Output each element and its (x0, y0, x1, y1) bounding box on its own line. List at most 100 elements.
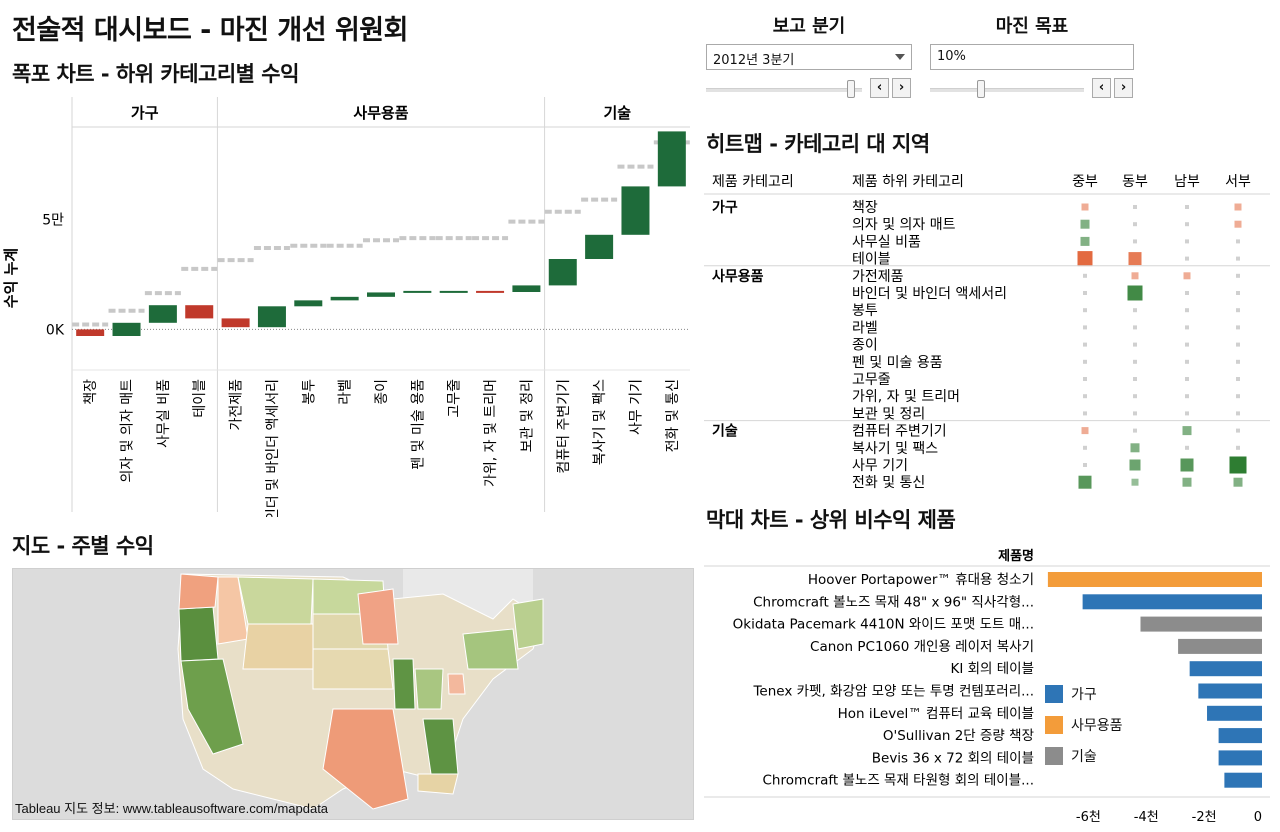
heatmap-cell (1081, 203, 1089, 211)
heatmap-cell (1236, 256, 1240, 261)
quarter-slider-track[interactable] (706, 88, 862, 92)
waterfall-group-label: 사무용품 (353, 104, 408, 122)
legend-swatch (1045, 685, 1063, 703)
heatmap-cell (1127, 285, 1143, 301)
heatmap-cell (1185, 291, 1189, 295)
heatmap-subcategory-label: 종이 (852, 338, 878, 354)
waterfall-bar (294, 300, 323, 307)
us-map-graphic (13, 569, 693, 819)
margin-label: 마진 목표 (995, 16, 1069, 37)
heatmap-cell (1133, 239, 1137, 244)
margin-slider-track[interactable] (930, 88, 1084, 92)
heatmap-cell (1083, 273, 1087, 278)
waterfall-bar (512, 285, 541, 292)
heatmap-cell (1236, 342, 1240, 347)
heatmap-subcategory-label: 의자 및 의자 매트 (852, 217, 956, 233)
topbars-bar (1207, 705, 1262, 721)
heatmap-cell (1133, 377, 1137, 381)
heatmap-header-category: 제품 카테고리 (712, 174, 794, 190)
heatmap-column-header: 중부 (1072, 174, 1098, 190)
state-profit-map[interactable]: Tableau 지도 정보: www.tableausoftware.com/m… (12, 568, 694, 820)
heatmap-category-label: 사무용품 (712, 269, 764, 285)
waterfall-category-label: 펜 및 미술 용품 (410, 379, 426, 470)
heatmap-subcategory-label: 복사기 및 팩스 (852, 441, 938, 457)
waterfall-category-label: 보관 및 정리 (519, 379, 535, 452)
waterfall-bar (621, 186, 650, 235)
heatmap-cell (1083, 325, 1087, 330)
margin-next-button[interactable]: › (1114, 78, 1133, 98)
legend-item[interactable]: 가구 (1045, 684, 1123, 704)
waterfall-category-label: 가전제품 (229, 379, 245, 431)
quarter-slider-thumb[interactable] (847, 80, 856, 98)
heatmap-cell (1083, 359, 1087, 364)
heatmap-cell (1080, 236, 1090, 246)
waterfall-category-label: 테이블 (192, 379, 208, 418)
heatmap-subcategory-label: 책장 (852, 200, 878, 216)
legend-item[interactable]: 기술 (1045, 746, 1123, 766)
heatmap-cell (1229, 456, 1247, 474)
heatmap-cell (1185, 222, 1189, 227)
topbars-bar (1198, 683, 1262, 699)
heatmap-cell (1236, 325, 1240, 330)
heatmap-cell (1185, 394, 1189, 399)
legend-label: 가구 (1071, 687, 1097, 703)
heatmap-cell (1185, 308, 1189, 313)
heatmap-cell (1185, 359, 1189, 364)
waterfall-category-label: 컴퓨터 주변기기 (556, 379, 572, 474)
margin-prev-button[interactable]: ‹ (1092, 78, 1111, 98)
heatmap-cell (1182, 426, 1192, 436)
margin-input[interactable]: 10% (930, 44, 1134, 70)
topbars-product-label: Hon iLevel™ 컴퓨터 교육 테이블 (838, 706, 1034, 722)
heatmap-cell (1233, 477, 1243, 487)
heatmap-cell (1182, 477, 1192, 487)
heatmap-cell (1185, 239, 1189, 244)
heatmap-subcategory-label: 컴퓨터 주변기기 (852, 424, 947, 440)
quarter-next-button[interactable]: › (892, 78, 911, 98)
legend-label: 사무용품 (1071, 718, 1123, 734)
topbars-product-label: Hoover Portapower™ 휴대용 청소기 (808, 572, 1034, 588)
topbars-product-label: Bevis 36 x 72 회의 테이블 (872, 750, 1034, 766)
waterfall-category-label: 복사기 및 팩스 (592, 379, 608, 465)
waterfall-bar (330, 296, 359, 301)
waterfall-title: 폭포 차트 - 하위 카테고리별 수익 (12, 62, 299, 86)
heatmap-subcategory-label: 전화 및 통신 (852, 475, 925, 491)
topbars-product-label: Chromcraft 볼노즈 목재 타원형 회의 테이블... (763, 773, 1035, 789)
heatmap-cell (1078, 475, 1092, 489)
margin-slider-thumb[interactable] (976, 80, 985, 98)
heatmap-header-subcategory: 제품 하위 카테고리 (852, 174, 964, 190)
legend-item[interactable]: 사무용품 (1045, 715, 1123, 735)
heatmap-cell (1236, 394, 1240, 399)
waterfall-category-label: 사무 기기 (628, 379, 644, 435)
heatmap-cell (1236, 428, 1240, 433)
heatmap-cell (1185, 256, 1189, 261)
map-attribution: Tableau 지도 정보: www.tableausoftware.com/m… (15, 801, 329, 816)
heatmap-cell (1133, 359, 1137, 364)
heatmap-cell (1236, 291, 1240, 295)
heatmap-cell (1080, 219, 1090, 229)
legend-swatch (1045, 716, 1063, 734)
heatmap-cell (1183, 272, 1191, 280)
topbars-bar (1047, 572, 1262, 587)
waterfall-bar (476, 290, 505, 293)
heatmap-subcategory-label: 보관 및 정리 (852, 406, 925, 422)
heatmap-cell (1083, 445, 1087, 450)
margin-value: 10% (937, 49, 966, 64)
topbars-title: 막대 차트 - 상위 비수익 제품 (706, 508, 956, 532)
legend-label: 기술 (1071, 749, 1097, 765)
waterfall-ylabel: 수익 누계 (2, 248, 20, 308)
topbars-bar (1189, 661, 1262, 677)
waterfall-bar (657, 131, 686, 187)
waterfall-bar (403, 290, 432, 293)
heatmap-cell (1185, 377, 1189, 381)
heatmap-category-label: 가구 (712, 200, 738, 216)
quarter-prev-button[interactable]: ‹ (870, 78, 889, 98)
heatmap-cell (1185, 445, 1189, 450)
waterfall-category-label: 종이 (374, 379, 390, 405)
topbars-product-label: Okidata Pacemark 4410N 와이드 포맷 도트 매... (733, 617, 1034, 633)
quarter-dropdown[interactable]: 2012년 3분기 (706, 44, 912, 70)
heatmap-cell (1236, 239, 1240, 244)
heatmap-cell (1185, 411, 1189, 416)
heatmap-cell (1236, 377, 1240, 381)
